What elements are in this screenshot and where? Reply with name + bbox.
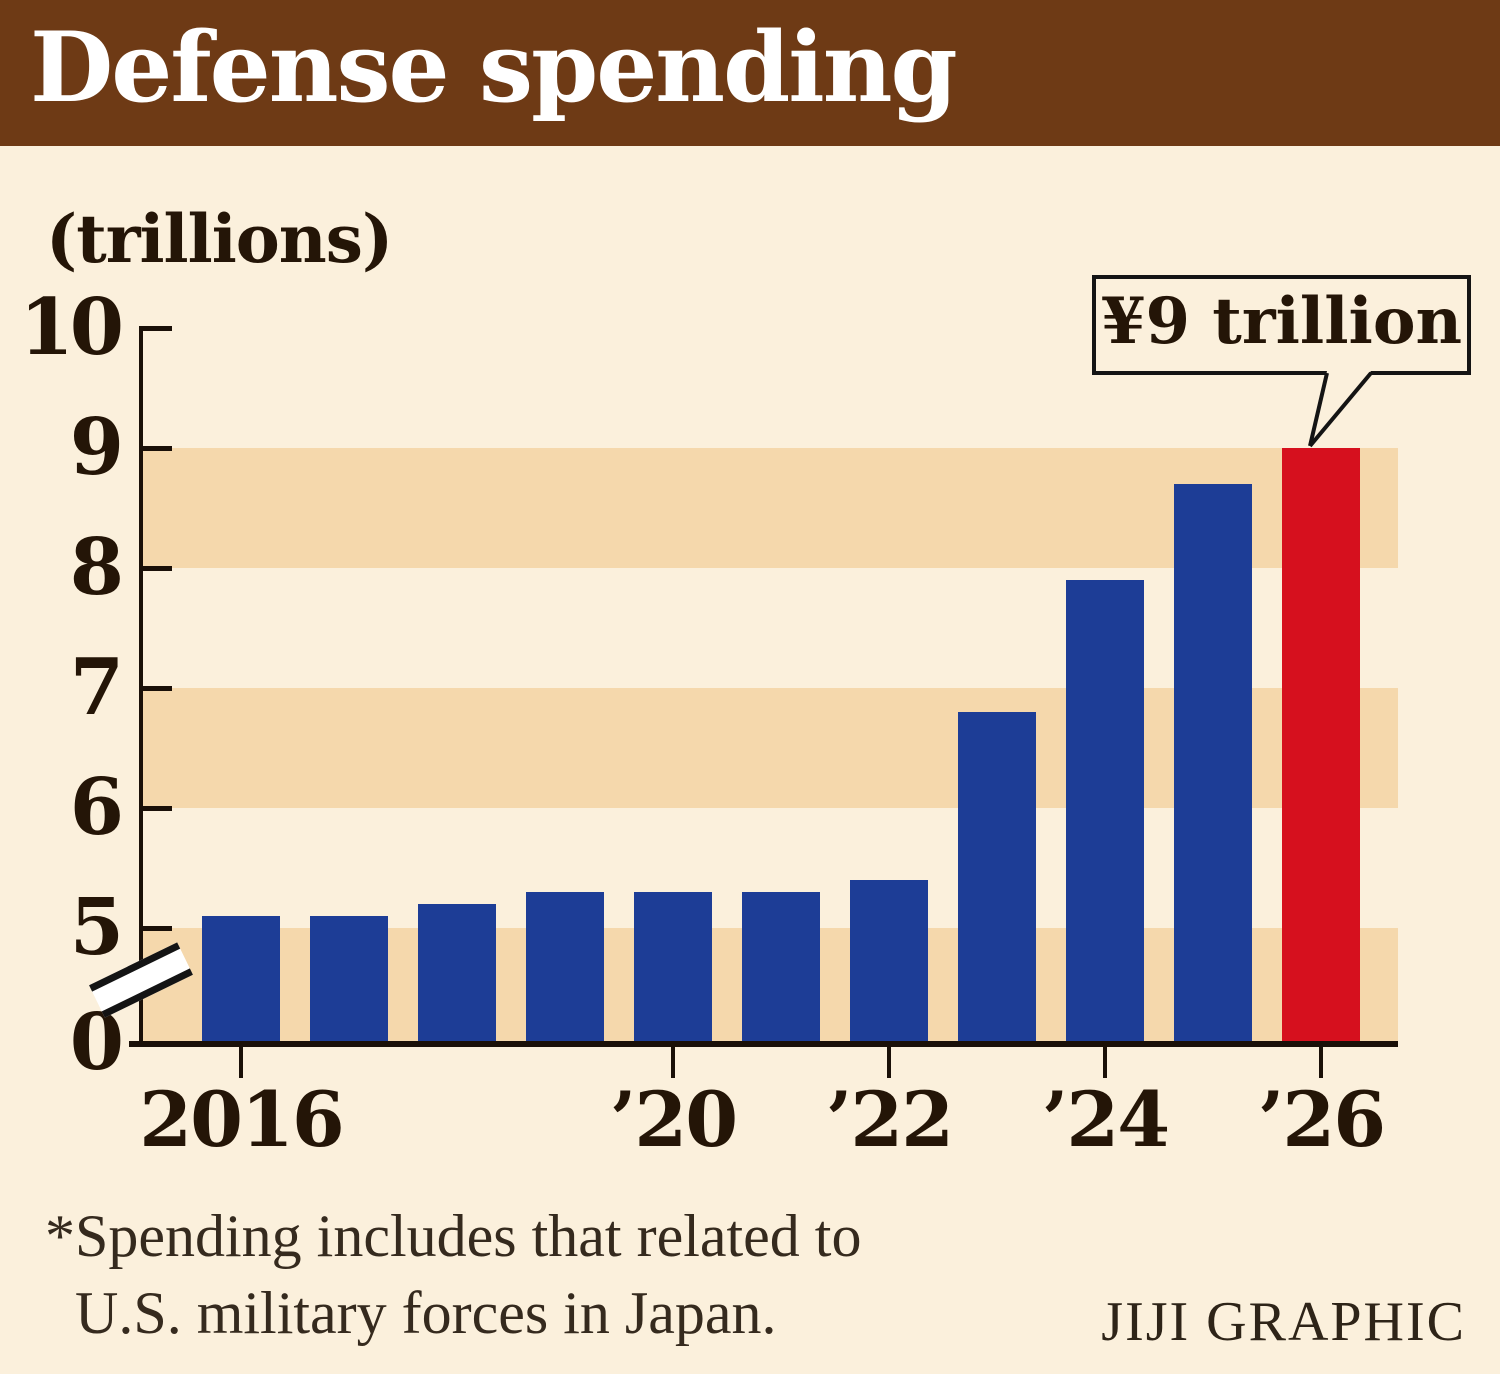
bar-2021 — [742, 892, 820, 1043]
y-axis-label-9: 9 — [69, 402, 124, 493]
y-axis-label-8: 8 — [69, 522, 124, 613]
y-tick-mark-6 — [139, 806, 172, 811]
y-tick-mark-10 — [139, 326, 172, 331]
bar-2016 — [202, 916, 280, 1043]
callout-bubble: ¥9 trillion — [1092, 275, 1471, 375]
y-axis-label-0: 0 — [69, 997, 124, 1088]
bar-2022 — [850, 880, 928, 1043]
x-tick-mark-2022 — [887, 1047, 891, 1078]
bar-2024 — [1066, 580, 1144, 1043]
y-tick-mark-8 — [139, 566, 172, 571]
x-tick-mark-2024 — [1103, 1047, 1107, 1078]
x-axis-label-2024: ’24 — [1041, 1075, 1170, 1164]
footnote-line-1: *Spending includes that related to — [45, 1203, 862, 1269]
credit-label: JIJI GRAPHIC — [1101, 1291, 1466, 1353]
x-axis-label-2016: 2016 — [139, 1075, 345, 1164]
bar-2023 — [958, 712, 1036, 1043]
page-title: Defense spending — [30, 11, 958, 124]
y-axis-label-6: 6 — [69, 762, 124, 853]
x-tick-mark-2016 — [239, 1047, 243, 1078]
y-tick-mark-9 — [139, 446, 172, 451]
bar-2026 — [1282, 448, 1360, 1043]
bar-2018 — [418, 904, 496, 1043]
header-bar: Defense spending — [0, 0, 1500, 146]
bar-2020 — [634, 892, 712, 1043]
footnote: *Spending includes that related to U.S. … — [45, 1198, 861, 1352]
x-tick-mark-2020 — [671, 1047, 675, 1078]
y-tick-mark-7 — [139, 686, 172, 691]
y-axis-label-10: 10 — [19, 282, 124, 373]
x-axis-label-2020: ’20 — [609, 1075, 738, 1164]
y-axis-label-7: 7 — [69, 642, 124, 733]
y-tick-mark-5 — [139, 926, 172, 931]
footnote-line-2: U.S. military forces in Japan. — [75, 1279, 777, 1346]
x-axis-label-2022: ’22 — [825, 1075, 954, 1164]
y-axis-units-label: (trillions) — [46, 200, 393, 278]
y-axis-label-5: 5 — [69, 882, 124, 973]
bar-2019 — [526, 892, 604, 1043]
x-axis-label-2026: ’26 — [1257, 1075, 1386, 1164]
bar-2025 — [1174, 484, 1252, 1043]
callout-label: ¥9 trillion — [1100, 284, 1463, 359]
bar-2017 — [310, 916, 388, 1043]
x-tick-mark-2026 — [1319, 1047, 1323, 1078]
x-axis-line — [129, 1041, 1398, 1047]
